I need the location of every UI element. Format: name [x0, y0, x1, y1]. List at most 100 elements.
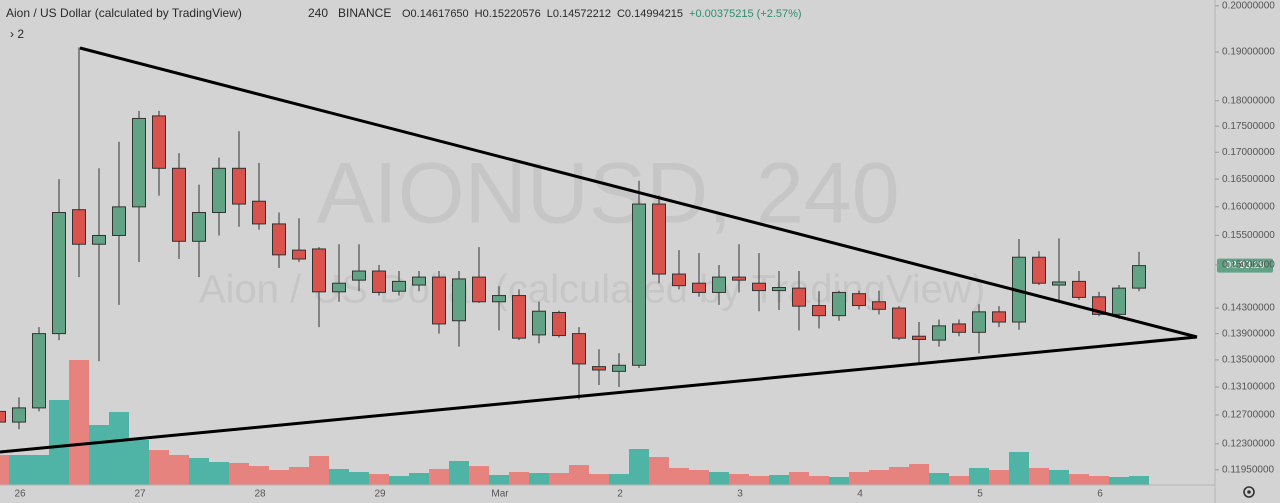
candle-body [92, 234, 106, 245]
ohlc-value: C0.14994215 [617, 8, 683, 20]
volume-bar [749, 476, 769, 485]
volume-bar [949, 476, 969, 485]
x-tick-label: 5 [977, 489, 983, 500]
candle-body [132, 117, 146, 208]
x-tick-label: 4 [857, 489, 863, 500]
volume-bar [969, 468, 989, 485]
candle-body [812, 305, 826, 317]
y-tick-label: 0.13500000 [1222, 355, 1275, 366]
candle-body [472, 276, 486, 303]
volume-bar [609, 474, 629, 485]
volume-bar [909, 464, 929, 485]
volume-bar [989, 470, 1009, 485]
candle-body [672, 273, 686, 287]
candle-body [1052, 281, 1066, 286]
settings-icon[interactable] [1243, 486, 1255, 498]
volume-bar [29, 455, 49, 485]
volume-bar [69, 360, 89, 485]
y-tick-label: 0.18000000 [1222, 95, 1275, 106]
symbol[interactable]: Aion / US Dollar (calculated by TradingV… [6, 6, 242, 20]
ohlc-value: O0.14617650 [402, 8, 469, 20]
candle-body [892, 307, 906, 339]
y-tick-label: 0.12300000 [1222, 438, 1275, 449]
candle-body [492, 295, 506, 303]
volume-bar [0, 455, 9, 485]
candle-body [312, 248, 326, 293]
candle-body [212, 167, 226, 214]
y-tick-label: 0.15000000 [1222, 260, 1275, 271]
y-tick-label: 0.17000000 [1222, 147, 1275, 158]
y-tick-label: 0.16000000 [1222, 202, 1275, 213]
volume-bar [729, 474, 749, 485]
volume-bar [89, 425, 109, 485]
candle-body [1072, 280, 1086, 298]
trend-line[interactable] [0, 335, 1198, 454]
volume-bar [1029, 468, 1049, 485]
candle-body [872, 301, 886, 310]
candle-body [792, 287, 806, 307]
volume-bar [849, 472, 869, 485]
y-tick-label: 0.17500000 [1222, 121, 1275, 132]
candle-body [192, 212, 206, 242]
candle-body [972, 311, 986, 333]
candle-layer [0, 47, 1146, 430]
volume-bar [109, 412, 129, 485]
volume-bar [289, 467, 309, 485]
volume-bar [389, 476, 409, 485]
x-tick-label: 2 [617, 489, 623, 500]
interval[interactable]: 240 [308, 6, 328, 20]
candle-body [32, 333, 46, 409]
volume-bar [709, 472, 729, 485]
volume-bar [349, 472, 369, 485]
candle-body [952, 323, 966, 333]
ohlc-value: +0.00375215 (+2.57%) [689, 8, 802, 20]
volume-bar [369, 474, 389, 485]
candle-body [1032, 256, 1046, 284]
x-tick-label: 27 [134, 489, 146, 500]
candle-body [732, 276, 746, 281]
candle-body [112, 206, 126, 236]
volume-bar [569, 465, 589, 485]
volume-bar [469, 466, 489, 485]
candle-body [252, 200, 266, 225]
candle-body [652, 203, 666, 275]
volume-bar [189, 458, 209, 485]
candle-body [12, 407, 26, 423]
volume-bar [269, 470, 289, 485]
y-tick-label: 0.11950000 [1222, 464, 1275, 475]
volume-bar [1069, 474, 1089, 485]
candle-body [692, 282, 706, 293]
candle-body [412, 276, 426, 286]
header: Aion / US Dollar (calculated by TradingV… [6, 6, 802, 41]
candle-body [1132, 265, 1146, 289]
candle-body [712, 276, 726, 293]
volume-bar [809, 476, 829, 485]
candle-body [612, 364, 626, 372]
y-tick-label: 0.20000000 [1222, 0, 1275, 11]
candle-body [0, 410, 6, 423]
indicator-toggle[interactable]: › 2 [10, 27, 24, 41]
x-tick-label: Mar [491, 489, 509, 500]
volume-bar [309, 456, 329, 485]
trend-line[interactable] [79, 46, 1198, 339]
candle-body [752, 282, 766, 292]
x-tick-label: 3 [737, 489, 743, 500]
candle-body [532, 310, 546, 336]
price-tag-group: 02:33:29 [1217, 258, 1273, 273]
y-tick-label: 0.16500000 [1222, 174, 1275, 185]
candle-body [852, 293, 866, 307]
volume-bar [1109, 477, 1129, 485]
settings-gear[interactable] [1243, 486, 1255, 498]
y-tick-label: 0.14300000 [1222, 303, 1275, 314]
x-tick-label: 28 [254, 489, 266, 500]
y-tick-label: 0.15500000 [1222, 230, 1275, 241]
volume-bar [889, 467, 909, 485]
volume-bar [169, 455, 189, 485]
ohlc-value: H0.15220576 [475, 8, 541, 20]
volume-bar [149, 450, 169, 485]
volume-bar [669, 468, 689, 485]
candle-body [772, 287, 786, 292]
volume-bar [789, 472, 809, 485]
volume-bar [1009, 452, 1029, 485]
